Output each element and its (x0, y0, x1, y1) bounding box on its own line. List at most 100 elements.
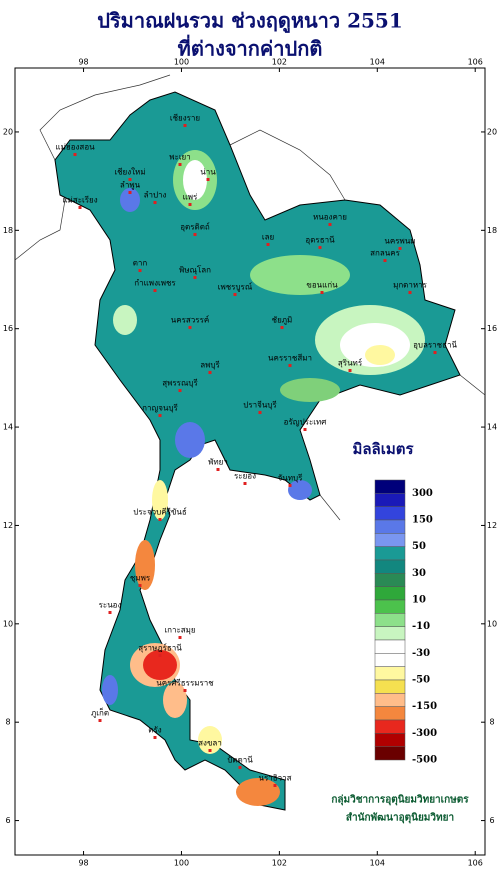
legend-label: -30 (412, 648, 430, 659)
legend-swatch (374, 653, 406, 667)
border-line (14, 74, 171, 261)
legend-swatch (374, 546, 406, 561)
zone (113, 305, 137, 335)
place-label: พิษณุโลก (179, 265, 211, 275)
station-dot (208, 749, 212, 752)
station-dot (288, 364, 292, 367)
station-dot (238, 766, 242, 769)
lat-tick-label: 10 (487, 619, 497, 628)
lon-tick-label: 102 (272, 58, 287, 67)
station-dot (233, 293, 237, 296)
station-dot (273, 784, 277, 787)
lon-tick-label: 98 (78, 859, 88, 868)
legend-label: 10 (412, 595, 426, 606)
zone (175, 422, 205, 458)
place-label: นครสวรรค์ (171, 315, 209, 325)
lon-tick-label: 100 (174, 859, 189, 868)
place-label: พะเยา (169, 153, 190, 162)
place-label: พัทยา (208, 458, 228, 467)
neighbor-borders (14, 74, 486, 521)
legend-swatch (374, 573, 406, 587)
place-label: สุพรรณบุรี (162, 379, 198, 388)
lat-tick-label: 20 (3, 127, 13, 136)
place-label: นครศรีธรรมราช (156, 679, 214, 688)
credit-line-2: สำนักพัฒนาอุตุนิยมวิทยา (346, 812, 454, 824)
legend-swatch (374, 493, 406, 507)
place-label: เกาะสมุย (164, 626, 195, 635)
lat-tick-label: 14 (487, 423, 497, 432)
lon-tick-label: 106 (468, 58, 483, 67)
place-label: ระนอง (99, 601, 122, 610)
zone (198, 726, 222, 754)
lat-tick-label: 16 (487, 324, 497, 333)
place-label: ระยอง (234, 472, 256, 481)
place-label: อรัญประเทศ (284, 418, 327, 427)
legend-swatch (374, 626, 406, 641)
zone (152, 480, 168, 520)
lon-tick-label: 106 (468, 859, 483, 868)
legend-swatch (374, 586, 406, 601)
zone (365, 345, 395, 365)
legend-swatch (374, 506, 406, 521)
station-dot (183, 124, 187, 127)
station-dot (193, 276, 197, 279)
legend-swatch (374, 479, 406, 494)
station-dot (158, 654, 162, 657)
station-dot (178, 389, 182, 392)
credit-line-1: กลุ่มวิชาการอุตุนิยมวิทยาเกษตร (331, 794, 469, 806)
station-dot (408, 291, 412, 294)
place-label: ขอนแก่น (306, 281, 338, 290)
legend-swatch (374, 733, 406, 747)
station-dot (318, 246, 322, 249)
place-label: เลย (262, 233, 274, 242)
station-dot (183, 689, 187, 692)
station-dot (258, 411, 262, 414)
legend-label: 50 (412, 541, 426, 552)
station-dot (178, 163, 182, 166)
place-label: ตาก (133, 259, 148, 268)
place-label: จันทบุรี (278, 474, 304, 483)
place-label: ลำปาง (144, 191, 167, 200)
station-dot (243, 482, 247, 485)
zone (102, 675, 118, 705)
legend-label: -500 (412, 755, 437, 766)
place-label: มุกดาหาร (393, 281, 428, 290)
station-dot (128, 191, 132, 194)
place-label: สงขลา (198, 739, 222, 748)
station-dot (280, 326, 284, 329)
lat-tick-label: 18 (3, 226, 13, 235)
lat-tick-label: 8 (489, 718, 494, 727)
place-label: ลำพูน (120, 181, 141, 191)
legend-label: 300 (412, 488, 433, 499)
place-label: แม่ฮ่องสอน (55, 143, 95, 152)
legend-swatch (374, 559, 406, 574)
lon-tick-label: 98 (78, 58, 88, 67)
station-dot (208, 371, 212, 374)
legend-title: มิลลิเมตร (352, 440, 414, 458)
station-dot (178, 636, 182, 639)
place-label: ชุมพร (130, 574, 151, 583)
legend-swatch (374, 599, 406, 614)
station-dot (153, 201, 157, 204)
place-label: สุรินทร์ (338, 358, 363, 368)
lat-tick-label: 20 (487, 127, 497, 136)
rainfall-zones (102, 150, 425, 806)
station-dot (216, 468, 220, 471)
place-label: อุบลราชธานี (413, 341, 457, 350)
place-label: ชัยภูมิ (272, 316, 293, 326)
border-line (319, 374, 486, 521)
legend-swatch (374, 533, 406, 547)
place-label: ประจวบคีรีขันธ์ (133, 507, 187, 517)
title-line-1: ปริมาณฝนรวม ช่วงฤดูหนาว 2551 (97, 9, 403, 35)
lat-tick-label: 6 (489, 816, 494, 825)
place-label: กาญจนบุรี (142, 404, 178, 413)
lat-tick-label: 18 (487, 226, 497, 235)
lon-tick-label: 104 (370, 58, 385, 67)
lat-tick-label: 16 (3, 324, 13, 333)
place-label: อุดรธานี (305, 236, 335, 245)
place-label: น่าน (200, 168, 216, 177)
station-dot (138, 269, 142, 272)
zone (288, 480, 312, 500)
place-label: ตรัง (148, 726, 161, 735)
border-line (229, 129, 346, 201)
